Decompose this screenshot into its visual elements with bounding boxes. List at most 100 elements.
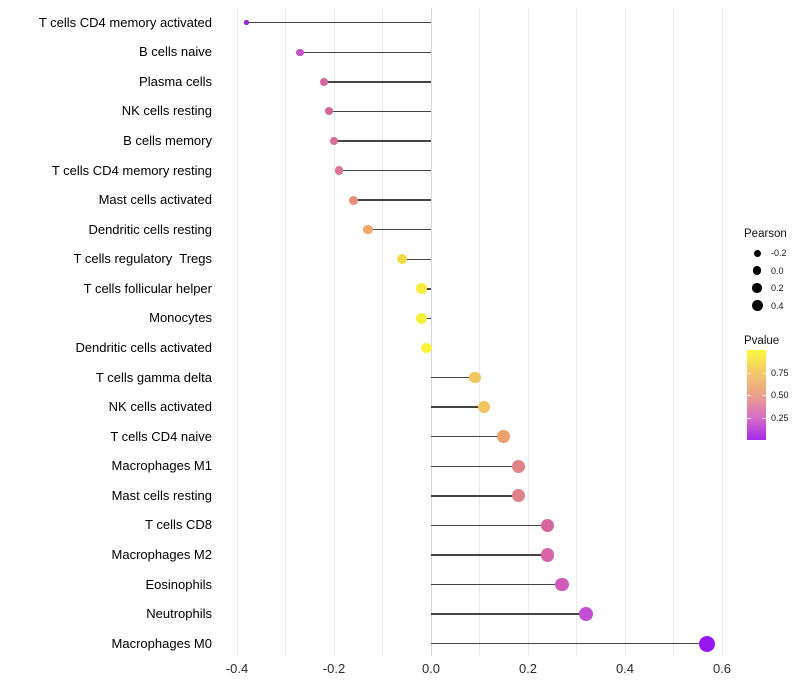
legend-pvalue-label: 0.75 [771, 367, 789, 378]
category-label: T cells CD4 naive [110, 428, 212, 444]
lollipop-stem [353, 199, 431, 201]
lollipop-stem [421, 288, 431, 290]
lollipop-dot [320, 77, 329, 86]
lollipop-dot [415, 313, 427, 324]
lollipop-dot [579, 607, 594, 622]
category-label: NK cells activated [108, 399, 212, 415]
category-label: T cells CD8 [145, 517, 212, 533]
gridline [576, 8, 577, 656]
x-tick-label: 0.0 [421, 661, 441, 676]
legend-pearson-dot [752, 283, 762, 293]
x-tick-label: 0.4 [615, 661, 635, 676]
lollipop-stem [426, 347, 431, 349]
lollipop-dot [244, 20, 249, 25]
legend-pearson-title: Pearson [744, 228, 787, 240]
lollipop-dot [396, 254, 407, 265]
category-label: T cells CD4 memory resting [51, 162, 212, 178]
lollipop-stem [431, 642, 708, 645]
category-label: T cells regulatory Tregs [73, 251, 212, 267]
category-label: Monocytes [149, 310, 212, 326]
category-label: Plasma cells [139, 73, 212, 89]
legend-pearson-dot [751, 300, 763, 312]
gridline [673, 8, 674, 656]
category-label: Dendritic cells activated [75, 339, 212, 355]
category-label: T cells follicular helper [83, 280, 212, 296]
category-label: NK cells resting [121, 103, 212, 119]
lollipop-stem [324, 81, 431, 83]
category-label: Macrophages M2 [111, 546, 212, 562]
gridline [527, 8, 529, 656]
lollipop-dot [699, 635, 716, 652]
lollipop-dot [540, 518, 555, 533]
category-label: B cells naive [139, 44, 212, 60]
lollipop-dot [511, 459, 525, 473]
legend-pearson-label: 0.4 [771, 300, 784, 311]
category-label: Macrophages M0 [111, 635, 212, 651]
lollipop-stem [421, 317, 431, 320]
lollipop-stem [338, 169, 431, 172]
lollipop-dot [555, 577, 569, 592]
gridline [236, 8, 238, 656]
lollipop-dot [497, 430, 510, 443]
legend-pvalue-title: Pvalue [744, 335, 780, 347]
colorbar-tick [762, 395, 766, 396]
lollipop-dot [329, 136, 339, 146]
legend-pearson-label: 0.2 [771, 283, 784, 294]
x-tick-label: -0.2 [322, 661, 346, 676]
category-label: Mast cells activated [98, 192, 212, 208]
category-label: Eosinophils [145, 576, 213, 592]
legend-pearson-label: -0.2 [771, 248, 787, 258]
colorbar-tick [747, 417, 751, 419]
legend-pearson-dot [752, 266, 762, 275]
lollipop-dot [325, 107, 334, 116]
lollipop-dot [540, 548, 555, 562]
category-label: Macrophages M1 [111, 458, 212, 474]
lollipop-stem [431, 406, 485, 408]
lollipop-stem [431, 583, 562, 586]
lollipop-stem [431, 376, 475, 379]
lollipop-stem [329, 110, 431, 113]
category-label: T cells gamma delta [95, 369, 212, 385]
x-tick-label: -0.4 [225, 661, 249, 676]
lollipop-dot [296, 48, 304, 56]
lollipop-stem [401, 258, 431, 260]
lollipop-stem [300, 51, 431, 54]
category-label: T cells CD4 memory activated [38, 14, 212, 30]
colorbar-tick [762, 417, 766, 419]
gridline [333, 8, 335, 656]
lollipop-stem [431, 524, 548, 527]
zero-gridline [430, 8, 432, 656]
lollipop-stem [334, 140, 431, 142]
lollipop-stem [431, 495, 519, 497]
pvalue-colorbar [747, 350, 766, 440]
legend-pearson-dot [753, 249, 761, 257]
lollipop-stem [367, 228, 431, 231]
lollipop-dot [363, 225, 373, 235]
colorbar-tick [762, 372, 766, 374]
legend-pvalue-label: 0.50 [771, 390, 789, 400]
lollipop-stem [431, 613, 587, 615]
lollipop-stem [431, 435, 504, 438]
legend-pvalue-label: 0.25 [771, 412, 789, 423]
lollipop-dot [468, 371, 481, 384]
gridline [721, 8, 723, 656]
legend-pearson-label: 0.0 [771, 265, 784, 276]
colorbar-tick [747, 372, 751, 374]
lollipop-dot [334, 166, 344, 175]
x-tick-label: 0.2 [518, 661, 538, 676]
gridline [382, 8, 383, 656]
lollipop-stem [431, 554, 548, 556]
lollipop-dot [415, 283, 427, 295]
lollipop-dot [348, 195, 358, 205]
gridline [624, 8, 626, 656]
x-tick-label: 0.6 [712, 661, 732, 676]
category-label: B cells memory [123, 132, 212, 148]
lollipop-dot [420, 342, 432, 354]
lollipop-stem [246, 21, 431, 24]
